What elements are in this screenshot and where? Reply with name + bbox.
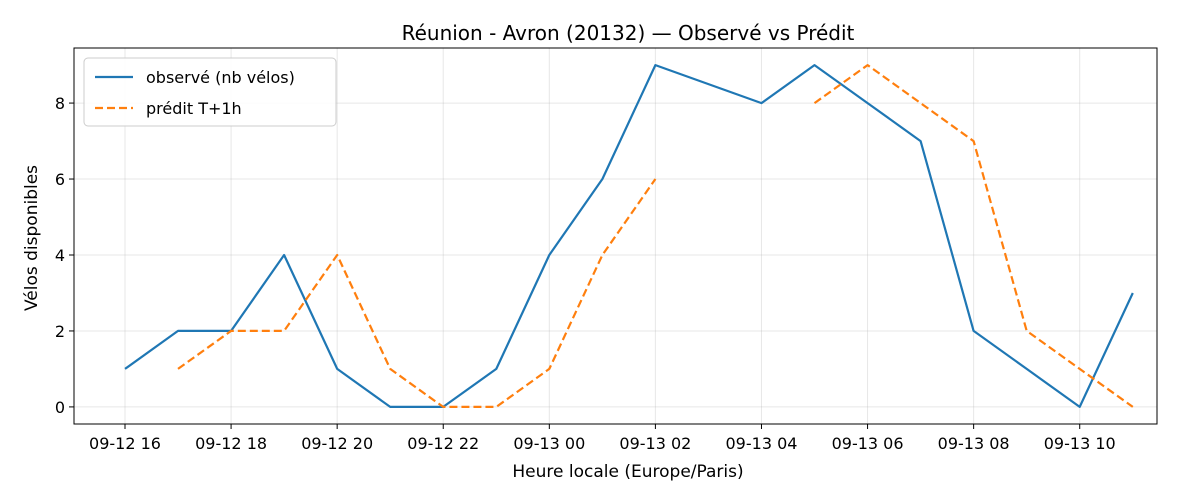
x-tick-label: 09-13 00 bbox=[513, 434, 585, 453]
legend-label-predicted: prédit T+1h bbox=[146, 99, 242, 118]
series-line-predicted bbox=[177, 178, 657, 408]
x-tick-label: 09-13 02 bbox=[619, 434, 691, 453]
y-tick-label: 2 bbox=[55, 322, 65, 341]
x-tick-label: 09-13 06 bbox=[832, 434, 904, 453]
legend-box bbox=[83, 57, 337, 127]
x-axis-label: Heure locale (Europe/Paris) bbox=[512, 462, 743, 482]
series-layer bbox=[124, 63, 1134, 408]
x-tick-label: 09-13 08 bbox=[938, 434, 1010, 453]
legend-label-observed: observé (nb vélos) bbox=[146, 68, 295, 87]
x-tick-label: 09-13 04 bbox=[726, 434, 798, 453]
plot-frame bbox=[73, 47, 1158, 425]
y-tick-label: 4 bbox=[55, 246, 65, 265]
x-tick-label: 09-12 20 bbox=[301, 434, 373, 453]
y-axis-label: Vélos disponibles bbox=[22, 165, 42, 311]
series-line-observed bbox=[124, 63, 1134, 408]
x-tick-label: 09-12 16 bbox=[89, 434, 161, 453]
x-tick-label: 09-12 18 bbox=[195, 434, 267, 453]
x-axis-ticks: 09-12 16 09-12 18 09-12 20 09-12 22 09-13 00… bbox=[89, 424, 1116, 453]
y-tick-label: 8 bbox=[55, 94, 65, 113]
x-tick-label: 09-13 10 bbox=[1044, 434, 1116, 453]
x-tick-label: 09-12 22 bbox=[407, 434, 479, 453]
y-axis-ticks: 0 2 4 6 8 bbox=[55, 94, 74, 417]
y-tick-label: 0 bbox=[55, 398, 65, 417]
series-line-predicted bbox=[813, 63, 1134, 408]
grid bbox=[74, 48, 1157, 424]
y-tick-label: 6 bbox=[55, 170, 65, 189]
chart-title: Réunion - Avron (20132) — Observé vs Pré… bbox=[402, 21, 855, 45]
legend: observé (nb vélos) prédit T+1h bbox=[83, 57, 337, 127]
